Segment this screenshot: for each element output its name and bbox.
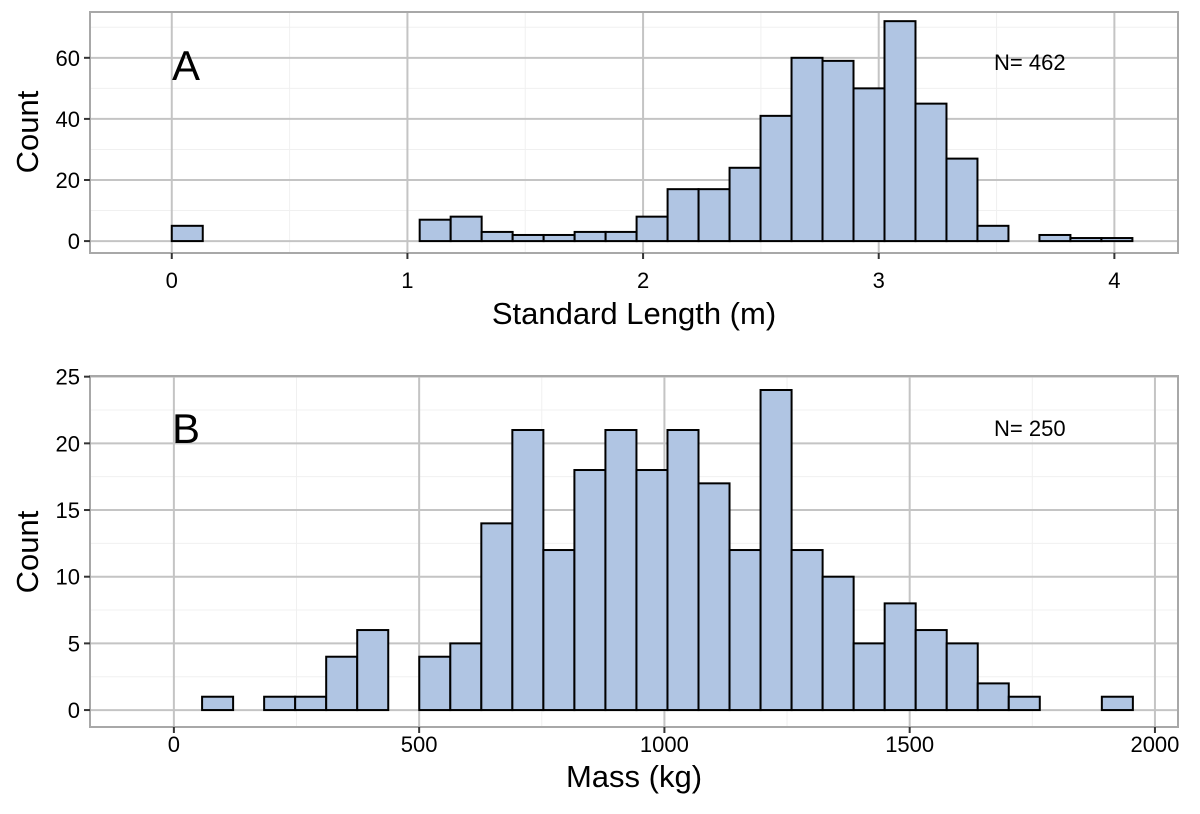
histogram-bar [883,20,917,243]
x-tick-label: 3 [873,268,885,293]
x-tick-label: 2 [637,268,649,293]
histogram-bar [666,188,700,243]
histogram-bar [604,230,638,243]
panel-a-label: A [172,42,200,89]
histogram-bar [852,87,886,243]
histogram-bar [356,629,390,712]
panel-b-histogram: 0 500 1000 1500 2000 0 5 10 15 20 25 B N= 250 Mass… [10,365,1179,794]
histogram-bar [945,157,979,243]
histogram-bar [542,549,576,712]
histogram-bar [759,114,793,243]
histogram-bars [201,389,1134,712]
histogram-bar [480,230,514,243]
x-tick-label: 2000 [1130,732,1179,757]
histogram-bar [790,549,824,712]
histogram-bar [635,469,669,712]
y-tick-label: 5 [68,631,80,656]
histogram-bars [170,20,1134,243]
plot-area: 0 500 1000 1500 2000 0 5 10 15 20 25 [56,365,1180,757]
histogram-bar [1100,695,1134,712]
x-tick-label: 1000 [640,732,689,757]
plot-background [90,12,1178,253]
y-tick-label: 0 [68,229,80,254]
histogram-bar [573,230,607,243]
histogram-bar [759,389,793,712]
histogram-bar [976,682,1010,712]
x-tick-label: 1500 [885,732,934,757]
histogram-bar [573,469,607,712]
histogram-bar [170,224,204,243]
histogram-bar [511,233,545,243]
histogram-bar [449,215,483,243]
y-tick-label: 10 [56,565,80,590]
histogram-bar [697,188,731,243]
histogram-bar [914,102,948,243]
histogram-bar [1100,237,1134,243]
y-tick-label: 20 [56,168,80,193]
histogram-bar [542,233,576,243]
histogram-bar [294,695,328,712]
histogram-bar [604,429,638,712]
histogram-bar [728,549,762,712]
histogram-bar [914,629,948,712]
histogram-bar [263,695,297,712]
histogram-bar [821,575,855,712]
x-tick-label: 500 [401,732,438,757]
panel-border [89,375,1179,728]
histogram-bar [201,695,235,712]
histogram-bar [418,655,452,712]
panel-border [89,11,1179,254]
histogram-bar [883,602,917,712]
histogram-bar [976,224,1010,243]
histogram-bar [325,655,359,712]
histogram-bar [511,429,545,712]
y-tick-label: 15 [56,498,80,523]
x-tick-label: 0 [168,732,180,757]
y-tick-label: 60 [56,46,80,71]
histogram-bar [821,59,855,243]
panel-a-x-axis-title: Standard Length (m) [492,296,776,331]
histogram-bar [1007,695,1041,712]
histogram-bar [852,642,886,712]
histogram-bar [449,642,483,712]
panel-b-label: B [172,405,200,452]
histogram-bar [1038,233,1072,243]
x-tick-label: 1 [401,268,413,293]
panel-a-y-axis-title: Count [10,90,45,173]
panel-b-y-axis-title: Count [10,510,45,593]
y-tick-label: 40 [56,107,80,132]
x-tick-label: 4 [1108,268,1120,293]
y-tick-label: 25 [56,365,80,390]
y-tick-label: 20 [56,431,80,456]
histogram-bar [1069,237,1103,243]
histogram-bar [418,218,452,243]
histogram-bar [697,482,731,712]
y-tick-label: 0 [68,698,80,723]
histogram-bar [945,642,979,712]
panel-b-x-axis-title: Mass (kg) [566,759,702,794]
histogram-bar [728,166,762,243]
histogram-bar [635,215,669,243]
histogram-bar [480,522,514,712]
panel-a-n-annotation: N= 462 [994,50,1066,75]
x-tick-label: 0 [166,268,178,293]
histogram-bar [790,56,824,243]
histogram-bar [666,429,700,712]
panel-b-n-annotation: N= 250 [994,416,1066,441]
